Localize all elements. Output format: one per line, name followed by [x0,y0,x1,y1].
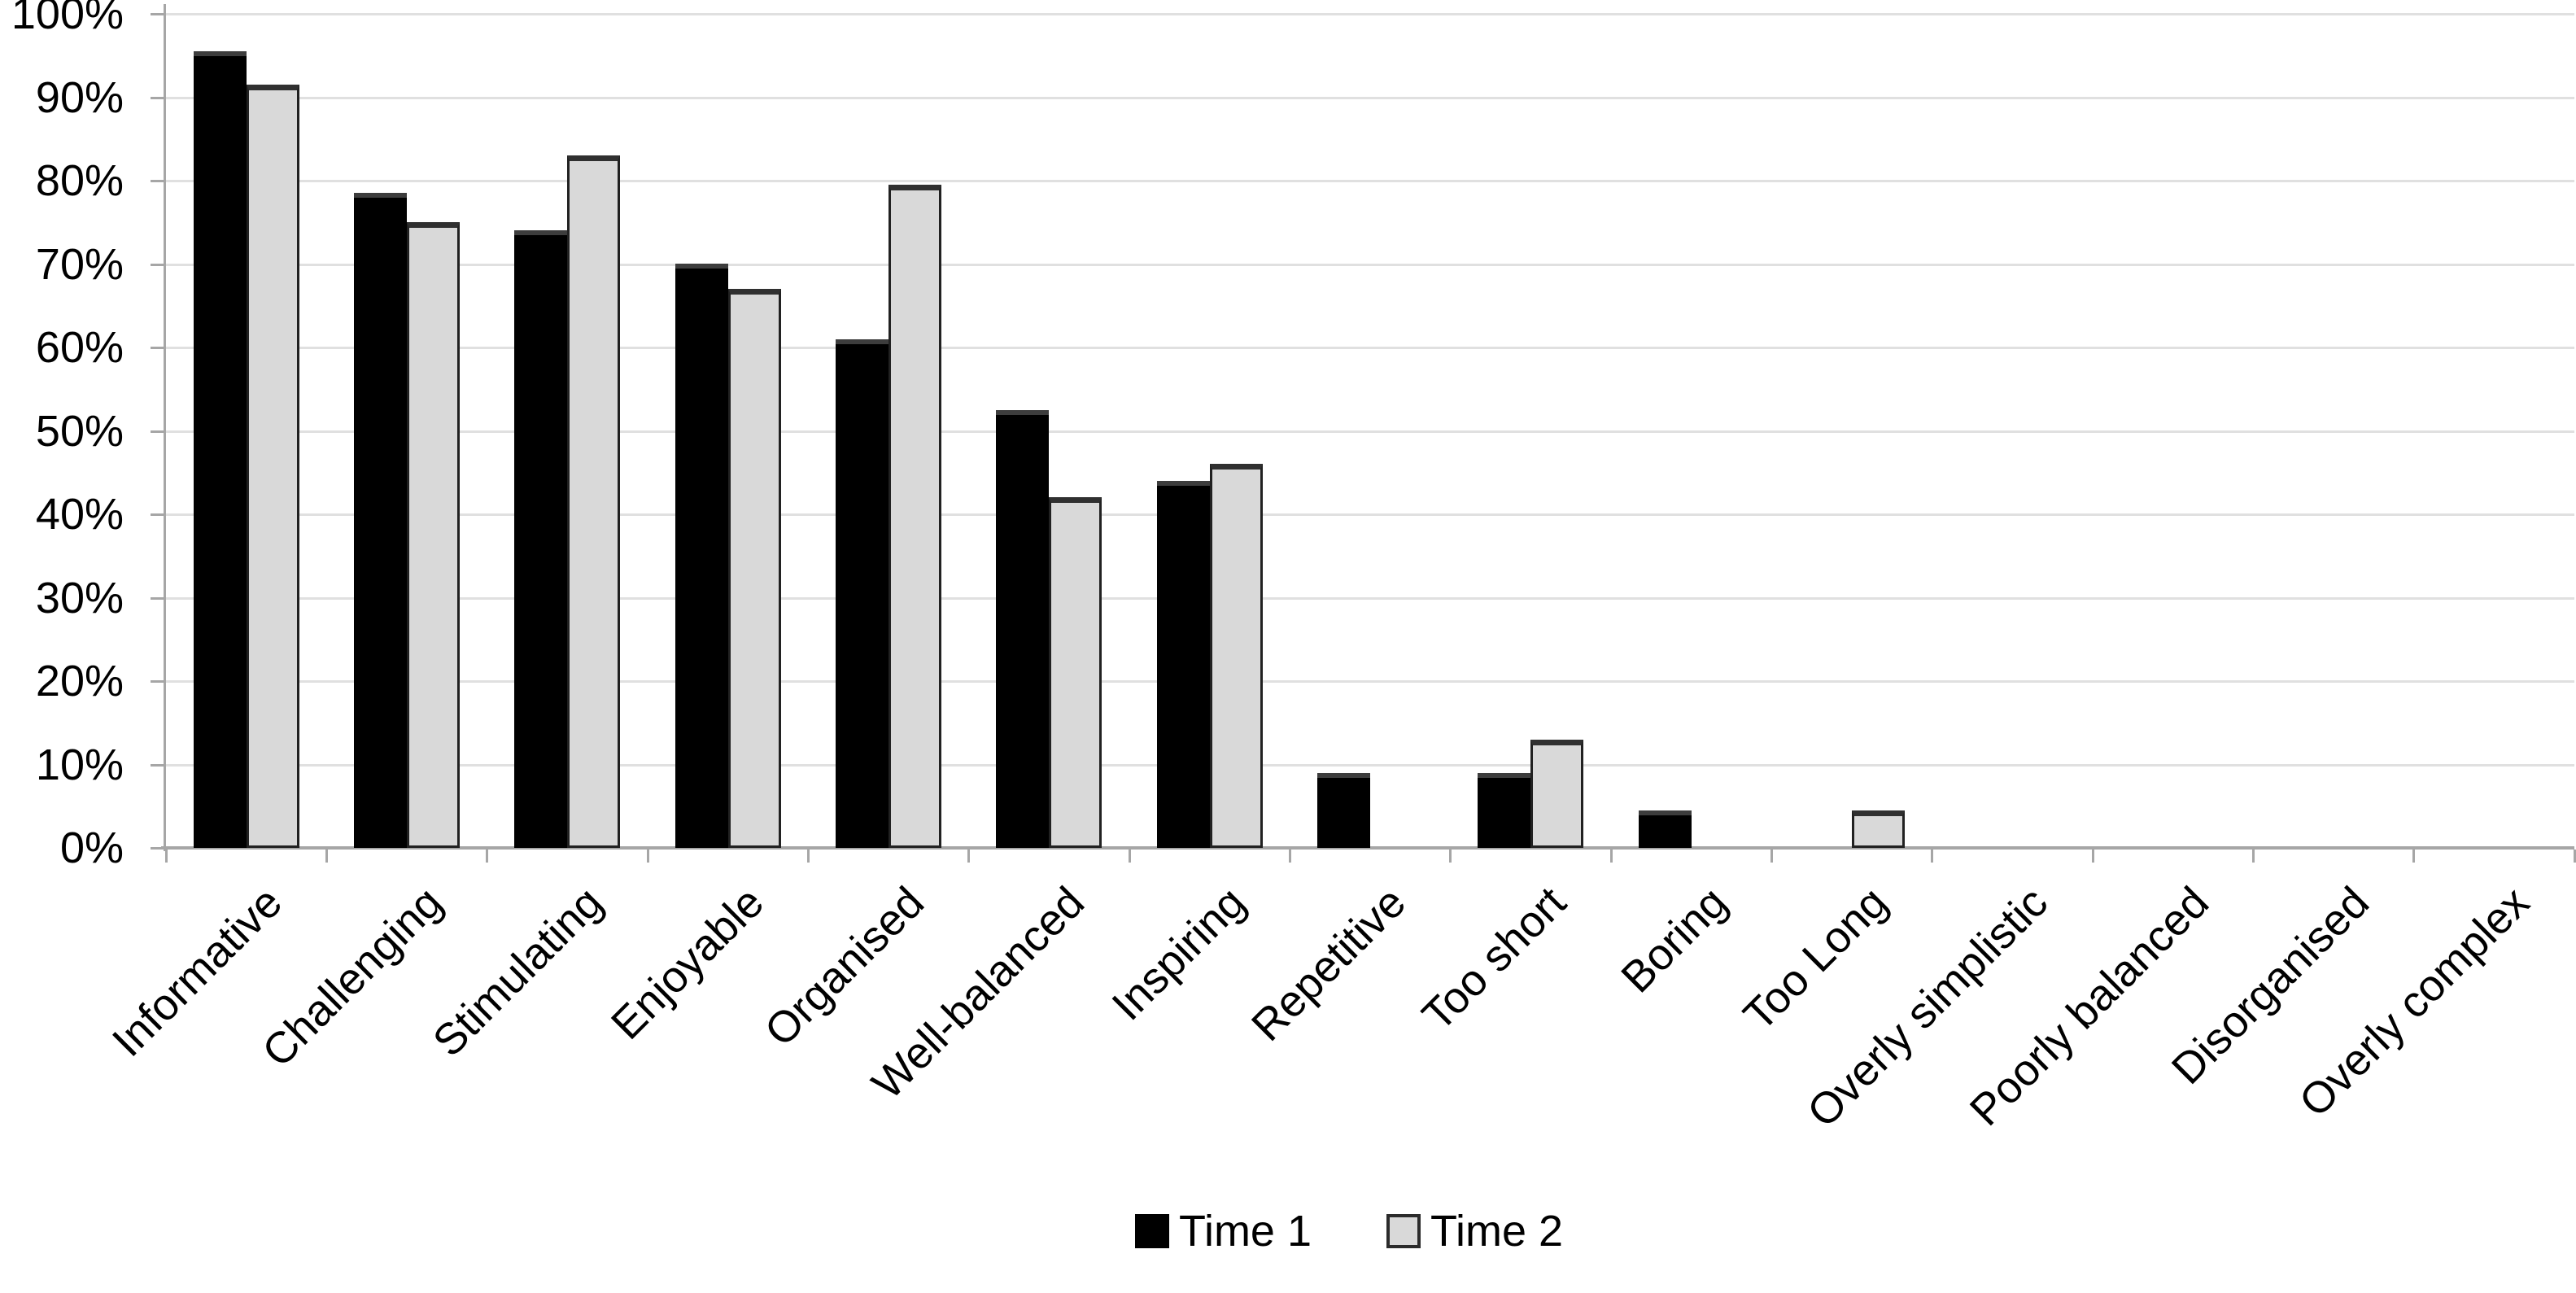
bar-time2-challenging [407,222,460,848]
legend-swatch-icon [1386,1214,1421,1248]
gridline [166,513,2574,516]
bar-time1-organised [836,339,889,848]
x-axis-tick [325,850,328,863]
gridline [166,263,2574,266]
legend-item-time-2: Time 2 [1386,1206,1563,1256]
bar-time2-enjoyable [727,289,781,848]
x-axis-tick [1931,850,1934,863]
bar-time2-too-long [1852,810,1905,848]
x-axis-tick [2251,850,2255,863]
gridline [166,680,2574,683]
y-axis-tick-label: 40% [35,490,124,539]
y-axis-tick-label: 70% [35,239,124,289]
bar-time2-informative [246,85,299,848]
gridline [166,13,2574,15]
bar-time2-too-short [1530,740,1584,848]
bar-time1-stimulating [514,230,568,848]
bar-time1-repetitive [1317,773,1370,848]
gridline [166,180,2574,182]
bar-time2-inspiring [1209,464,1263,848]
gridline [166,96,2574,99]
bar-time1-inspiring [1156,481,1210,848]
y-axis-tick-label: 50% [35,406,124,456]
y-axis-line [164,4,166,851]
y-axis-tick [151,513,164,516]
y-axis-tick [151,763,164,767]
y-axis-tick [151,430,164,433]
y-axis-tick-label: 10% [35,740,124,789]
x-axis-tick [486,850,489,863]
gridline [166,596,2574,600]
x-axis-tick [1449,850,1452,863]
legend-label: Time 1 [1178,1207,1312,1256]
x-axis-tick [646,850,649,863]
bar-time1-well-balanced [996,410,1050,848]
x-axis-tick [1288,850,1291,863]
x-axis-tick [1609,850,1613,863]
y-axis-tick [151,13,164,15]
bar-time1-informative [193,51,247,848]
y-axis-tick-label: 0% [59,823,124,872]
bar-time1-too-short [1478,773,1531,848]
bar-time2-well-balanced [1049,497,1102,848]
bar-time1-boring [1638,810,1692,848]
x-axis-tick [2412,850,2416,863]
x-axis-tick [2573,850,2576,863]
gridline [166,763,2574,767]
y-axis-tick [151,680,164,683]
bar-time1-challenging [354,193,407,848]
y-axis-tick-label: 80% [35,156,124,205]
y-axis-tick-label: 20% [35,657,124,705]
x-axis-tick [2091,850,2094,863]
gridline [166,347,2574,349]
y-axis-tick-label: 100% [11,0,124,38]
y-axis-tick [151,96,164,99]
y-axis-tick [151,180,164,182]
legend-swatch-icon [1134,1214,1169,1248]
y-axis-tick [151,263,164,266]
y-axis-tick-label: 60% [35,323,124,372]
y-axis-tick-label: 90% [35,72,124,122]
bar-time1-enjoyable [675,264,728,848]
x-axis-tick [806,850,810,863]
legend-item-time-1: Time 1 [1134,1206,1312,1256]
legend-label: Time 2 [1430,1207,1564,1256]
gridline [166,430,2574,433]
y-axis-tick [151,847,164,850]
y-axis-tick [151,347,164,349]
plot-area [151,4,2576,863]
x-axis-line [161,846,2574,850]
bar-time2-stimulating [567,155,621,848]
y-axis-tick-label: 30% [35,573,124,622]
x-axis-tick [1770,850,1773,863]
x-axis-tick [967,850,971,863]
x-axis-tick [164,850,168,863]
bar-time2-organised [889,185,941,848]
y-axis-tick [151,596,164,600]
legend: Time 1 Time 2 [61,1206,2576,1256]
x-axis-tick [1128,850,1131,863]
